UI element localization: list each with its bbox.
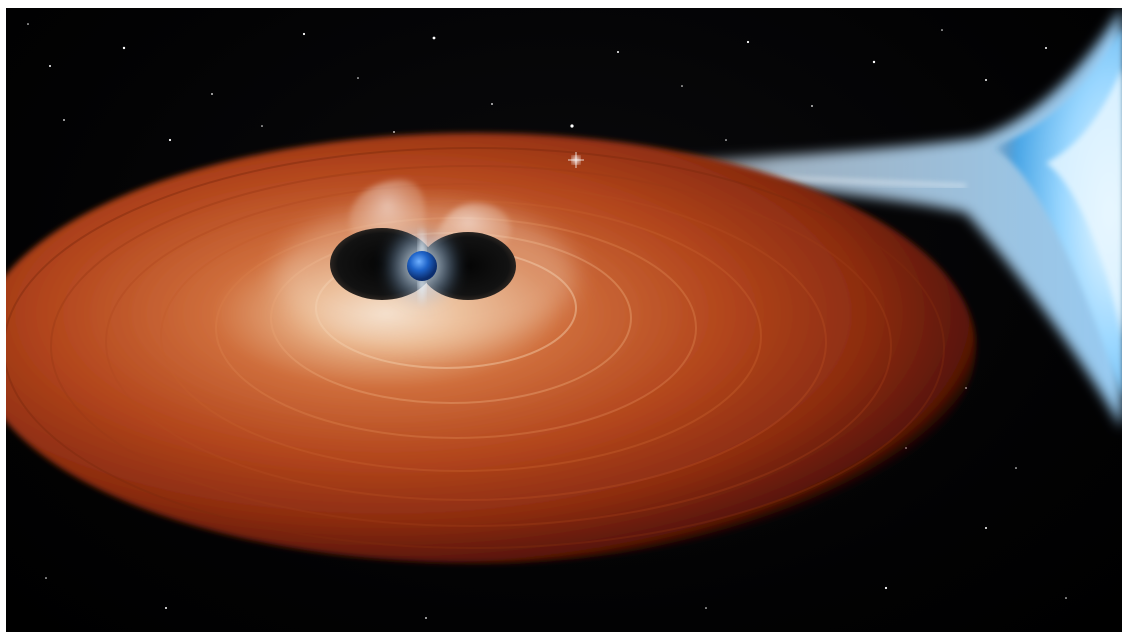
accretion-disk	[6, 133, 976, 563]
neutron-star	[382, 224, 462, 308]
artwork	[6, 8, 1122, 632]
space-scene	[6, 8, 1122, 619]
stream-sparkle	[568, 152, 584, 168]
